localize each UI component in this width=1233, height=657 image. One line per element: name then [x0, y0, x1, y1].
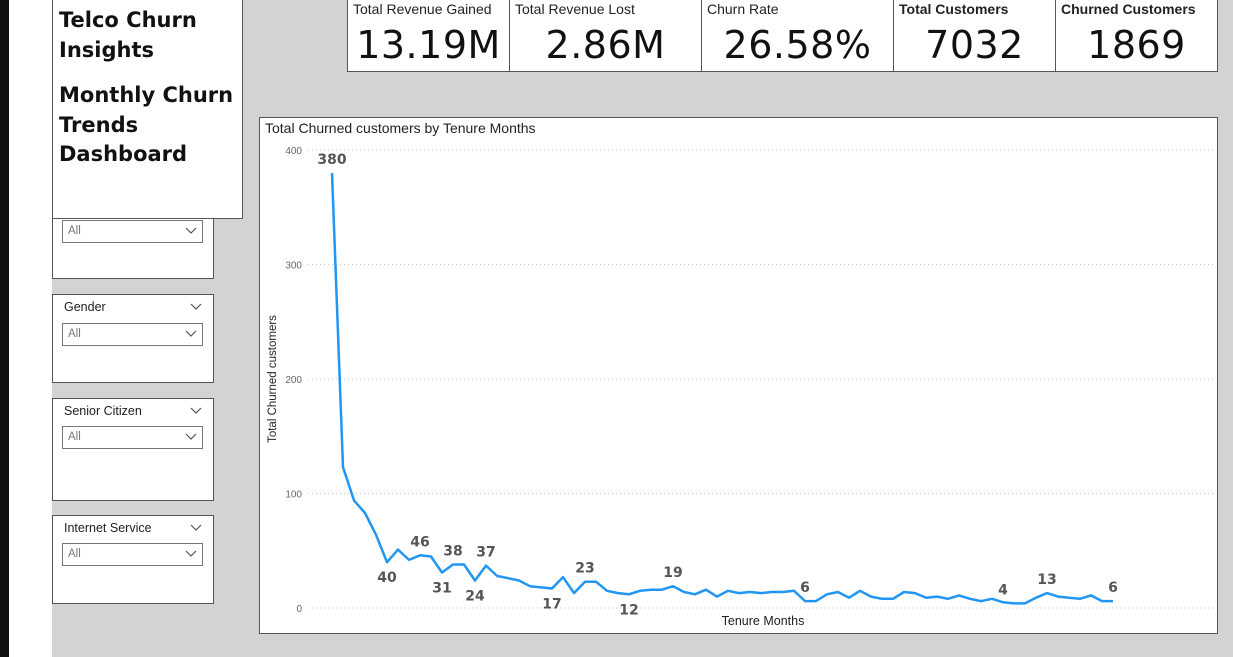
- slicer-gender-title: Gender: [64, 300, 106, 314]
- line-chart: 0 100 200 300 400 Tenure Months Total Churned …: [267, 146, 1215, 628]
- slicer-top-dropdown[interactable]: All: [62, 220, 203, 243]
- slicer-senior-value: All: [68, 431, 81, 443]
- slicer-internet-value: All: [68, 548, 81, 560]
- data-label: 46: [410, 534, 429, 550]
- chevron-down-icon[interactable]: [189, 300, 203, 314]
- kpi-churned-customers: Churned Customers 1869: [1055, 0, 1218, 72]
- kpi-label: Total Customers: [899, 1, 1009, 17]
- slicer-internet-service: Internet Service All: [52, 515, 214, 604]
- slicer-top-value: All: [68, 225, 81, 237]
- title-line-3: Monthly Churn: [59, 83, 234, 107]
- data-label: 13: [1037, 572, 1056, 588]
- data-label: 24: [465, 589, 485, 605]
- slicer-internet-dropdown[interactable]: All: [62, 543, 203, 566]
- line-chart-visual[interactable]: Total Churned customers by Tenure Months…: [259, 117, 1218, 634]
- kpi-value: 2.86M: [545, 23, 666, 67]
- y-axis-title: Total Churned customers: [267, 315, 279, 443]
- kpi-value: 7032: [925, 23, 1024, 67]
- data-label: 4: [998, 582, 1008, 598]
- title-card: Telco Churn Insights Monthly Churn Trend…: [52, 0, 243, 219]
- slicer-senior-citizen: Senior Citizen All: [52, 398, 214, 501]
- data-label: 31: [432, 581, 451, 597]
- kpi-label: Churned Customers: [1061, 1, 1196, 17]
- data-label: 12: [619, 602, 638, 618]
- y-tick-label: 300: [285, 261, 302, 272]
- slicer-senior-title: Senior Citizen: [64, 404, 142, 418]
- slicer-senior-dropdown[interactable]: All: [62, 426, 203, 449]
- kpi-value: 13.19M: [356, 23, 501, 67]
- data-label: 23: [575, 561, 594, 577]
- title-line-2: Insights: [59, 37, 154, 62]
- kpi-value: 1869: [1087, 23, 1186, 67]
- data-label: 6: [800, 580, 810, 596]
- data-label: 19: [663, 565, 682, 581]
- series-line: [330, 172, 1113, 605]
- data-label: 380: [317, 152, 346, 168]
- slicer-internet-title: Internet Service: [64, 521, 152, 535]
- y-tick-label: 200: [285, 375, 302, 386]
- data-label: 40: [377, 570, 397, 586]
- kpi-label: Churn Rate: [707, 1, 779, 17]
- y-tick-label: 0: [296, 604, 302, 615]
- data-label: 37: [476, 545, 495, 561]
- kpi-label: Total Revenue Lost: [515, 1, 635, 17]
- x-axis-title: Tenure Months: [722, 614, 805, 628]
- y-tick-label: 100: [285, 490, 302, 501]
- title-line-5: Dashboard: [59, 142, 188, 166]
- window-edge: [0, 0, 9, 657]
- chevron-down-icon[interactable]: [189, 404, 203, 418]
- slicer-gender-value: All: [68, 328, 81, 340]
- title-line-1: Telco Churn: [59, 8, 197, 32]
- data-label: 17: [542, 597, 561, 613]
- kpi-churn-rate: Churn Rate 26.58%: [701, 0, 894, 72]
- kpi-total-customers: Total Customers 7032: [893, 0, 1056, 72]
- chevron-down-icon: [185, 433, 197, 440]
- kpi-revenue-lost: Total Revenue Lost 2.86M: [509, 0, 702, 72]
- chevron-down-icon: [185, 227, 197, 234]
- data-label: 38: [443, 543, 462, 559]
- title-line-4: Trends: [59, 112, 139, 137]
- kpi-value: 26.58%: [723, 23, 872, 67]
- slicer-gender: Gender All: [52, 294, 214, 383]
- kpi-label: Total Revenue Gained: [353, 1, 492, 17]
- chevron-down-icon: [185, 550, 197, 557]
- chevron-down-icon: [185, 330, 197, 337]
- y-tick-label: 400: [285, 146, 302, 157]
- slicer-gender-dropdown[interactable]: All: [62, 323, 203, 346]
- kpi-revenue-gained: Total Revenue Gained 13.19M: [347, 0, 510, 72]
- chevron-down-icon[interactable]: [189, 521, 203, 535]
- chart-title: Total Churned customers by Tenure Months: [265, 120, 536, 136]
- data-label: 6: [1108, 580, 1118, 596]
